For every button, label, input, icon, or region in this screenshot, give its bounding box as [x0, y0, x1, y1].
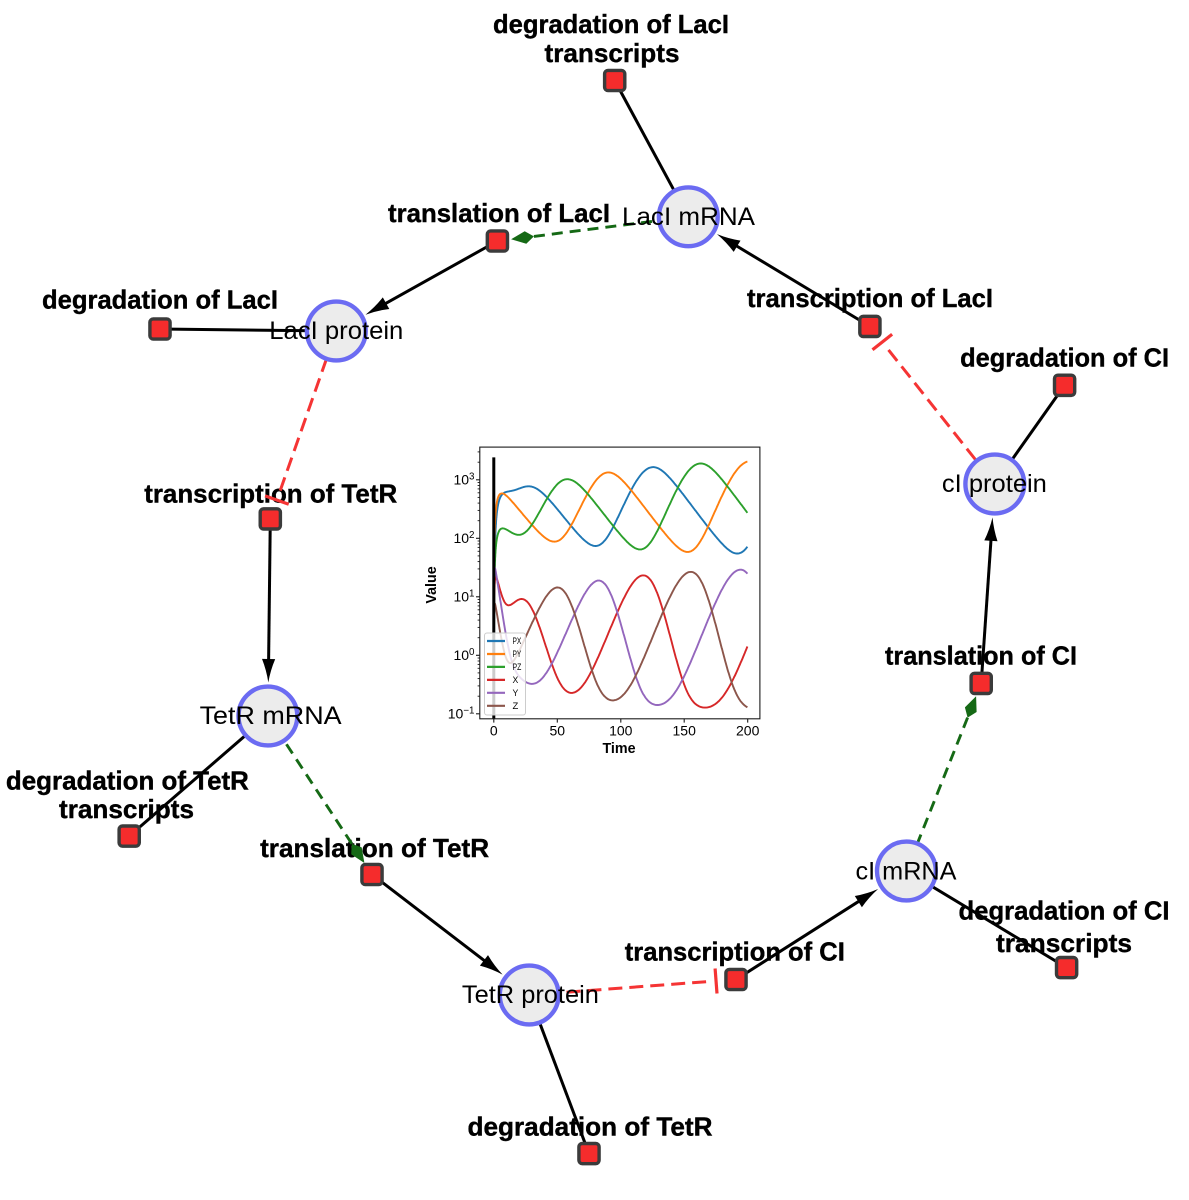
svg-text:cI mRNA: cI mRNA [856, 858, 957, 886]
svg-text:0: 0 [490, 722, 498, 738]
svg-text:cI protein: cI protein [942, 470, 1047, 498]
svg-text:Value: Value [424, 566, 440, 603]
svg-text:transcripts: transcripts [59, 794, 194, 824]
svg-text:degradation of LacI: degradation of LacI [42, 284, 278, 314]
svg-text:50: 50 [550, 722, 566, 738]
svg-text:transcripts: transcripts [996, 928, 1132, 958]
svg-text:PY: PY [513, 649, 522, 659]
svg-text:LacI protein: LacI protein [269, 317, 403, 345]
svg-text:Time: Time [602, 741, 635, 757]
svg-text:100: 100 [609, 722, 633, 738]
svg-text:degradation of LacI: degradation of LacI [493, 9, 729, 39]
svg-text:degradation of CI: degradation of CI [959, 896, 1170, 926]
svg-text:transcription of LacI: transcription of LacI [747, 283, 993, 313]
svg-text:degradation of TetR: degradation of TetR [6, 765, 249, 795]
svg-text:transcription of CI: transcription of CI [625, 937, 845, 967]
svg-text:transcription of TetR: transcription of TetR [144, 479, 397, 509]
svg-text:TetR protein: TetR protein [462, 981, 599, 1009]
svg-text:Z: Z [513, 701, 519, 711]
svg-text:translation of LacI: translation of LacI [388, 198, 610, 228]
svg-text:200: 200 [736, 722, 760, 738]
svg-text:transcripts: transcripts [545, 38, 680, 68]
svg-text:PX: PX [513, 636, 522, 646]
svg-text:LacI mRNA: LacI mRNA [622, 203, 755, 231]
svg-text:TetR mRNA: TetR mRNA [200, 702, 342, 730]
svg-text:150: 150 [673, 722, 697, 738]
svg-text:translation of TetR: translation of TetR [260, 833, 489, 863]
svg-text:PZ: PZ [513, 662, 522, 672]
svg-text:Y: Y [513, 688, 519, 698]
svg-text:degradation of TetR: degradation of TetR [468, 1111, 713, 1141]
svg-text:X: X [513, 675, 519, 685]
svg-text:degradation of CI: degradation of CI [960, 343, 1169, 373]
